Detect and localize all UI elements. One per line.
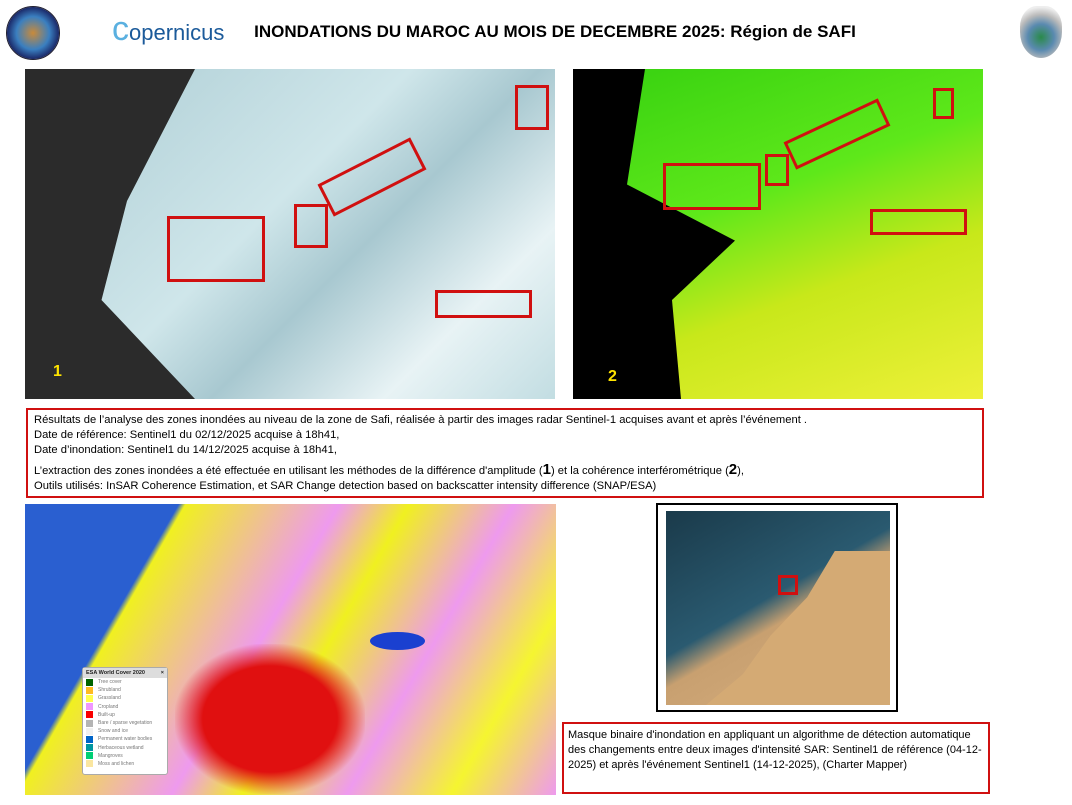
legend-title: ESA World Cover 2020 <box>86 670 145 676</box>
page-title: INONDATIONS DU MAROC AU MOIS DE DECEMBRE… <box>254 22 856 41</box>
legend-label: Permanent water bodies <box>98 736 153 743</box>
legend-label: Built-up <box>98 711 115 718</box>
flood-zone-box <box>317 137 427 217</box>
legend-swatch <box>86 686 93 694</box>
flood-zone-box <box>435 290 532 318</box>
description-line: Outils utilisés: InSAR Coherence Estimat… <box>34 480 657 492</box>
description-line: L’extraction des zones inondées a été ef… <box>34 461 744 478</box>
legend-label: Mangroves <box>98 752 123 759</box>
location-inset-map <box>656 503 898 712</box>
legend-swatch <box>86 694 93 702</box>
flood-zone-box <box>870 209 967 235</box>
analysis-description: Résultats de l’analyse des zones inondée… <box>26 408 984 498</box>
built-up-area <box>175 644 365 794</box>
flood-zone-box <box>167 216 265 282</box>
legend-item: Cropland <box>83 703 167 711</box>
legend-label: Bare / sparse vegetation <box>98 720 153 727</box>
legend-swatch <box>86 735 93 743</box>
legend-item: Moss and lichen <box>83 760 167 768</box>
map-legend: ESA World Cover 2020 × Tree cover Shrublan… <box>82 667 168 775</box>
description-line: Date de référence: Sentinel1 du 02/12/20… <box>34 429 340 441</box>
legend-swatch <box>86 719 93 727</box>
legend-close-button[interactable]: × <box>160 670 164 676</box>
description-line: Date d’inondation: Sentinel1 du 14/12/20… <box>34 444 337 456</box>
legend-label: Herbaceous wetland <box>98 744 144 751</box>
legend-item: Grassland <box>83 694 167 702</box>
flood-zone-box <box>765 154 789 186</box>
land-area <box>706 551 890 705</box>
map-label: 2 <box>608 368 617 385</box>
legend-item: Tree cover <box>83 678 167 686</box>
water-body <box>370 632 425 650</box>
legend-item: Bare / sparse vegetation <box>83 719 167 727</box>
copernicus-logo: copernicus <box>112 10 225 48</box>
legend-swatch <box>86 727 93 735</box>
legend-label: Cropland <box>98 703 119 710</box>
flood-zone-box <box>515 85 549 130</box>
legend-item: Snow and ice <box>83 727 167 735</box>
flood-mask-caption: Masque binaire d'inondation en appliquan… <box>562 722 990 794</box>
legend-label: Grassland <box>98 695 121 702</box>
legend-label: Tree cover <box>98 679 122 686</box>
legend-swatch <box>86 711 93 719</box>
flood-zone-box <box>294 204 328 248</box>
legend-swatch <box>86 744 93 752</box>
legend-swatch <box>86 760 93 768</box>
legend-item: Shrubland <box>83 686 167 694</box>
legend-swatch <box>86 752 93 760</box>
legend-item: Permanent water bodies <box>83 735 167 743</box>
sea-area <box>573 69 735 399</box>
coherence-map: 2 <box>573 69 983 399</box>
location-marker <box>778 575 798 595</box>
legend-label: Shrubland <box>98 687 121 694</box>
legend-label: Snow and ice <box>98 728 129 735</box>
emblem-logo <box>1020 6 1062 58</box>
flood-zone-box <box>663 163 761 210</box>
legend-label: Moss and lichen <box>98 760 135 767</box>
description-line: Résultats de l’analyse des zones inondée… <box>34 414 808 426</box>
legend-item: Built-up <box>83 711 167 719</box>
institution-logo <box>6 6 60 60</box>
legend-swatch <box>86 703 93 711</box>
legend-swatch <box>86 678 93 686</box>
legend-item: Herbaceous wetland <box>83 744 167 752</box>
legend-item: Mangroves <box>83 752 167 760</box>
map-label: 1 <box>53 363 62 380</box>
satellite-image <box>666 511 890 705</box>
flood-zone-box <box>783 98 891 170</box>
flood-zone-box <box>933 88 954 119</box>
amplitude-difference-map: 1 <box>25 69 555 399</box>
